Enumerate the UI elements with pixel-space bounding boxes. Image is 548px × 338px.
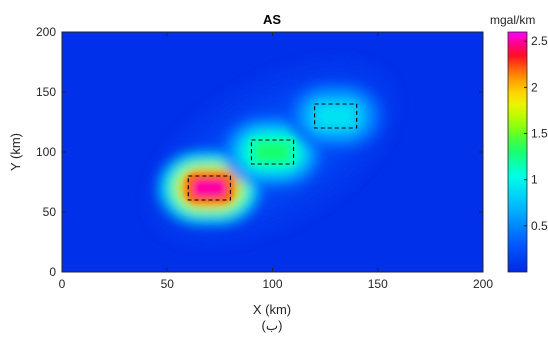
colorbar-label: mgal/km [490,13,535,27]
anomaly-outline-1 [187,175,231,201]
colorbar-tick-label: 2.5 [531,34,548,48]
anomaly-core-2 [249,138,296,166]
y-tick-label: 200 [36,25,56,39]
colorbar-bar [507,31,528,273]
x-tick-label: 50 [161,277,175,291]
anomaly-outline-3 [314,103,358,129]
x-tick-label: 200 [473,277,493,291]
anomaly-core-3 [312,102,359,130]
chart-title: AS [263,12,281,27]
x-tick-label: 0 [59,277,66,291]
y-axis-ticks: 0 50 100 150 200 [36,25,483,279]
anomaly-core-1 [186,174,233,202]
colorbar-ticks: 0.5 1 1.5 2 2.5 [524,34,548,233]
anomaly-cores [186,102,359,202]
chart-subtitle: (ب) [262,318,283,333]
y-axis-label: Y (km) [8,133,23,171]
anomaly-core-peak [256,143,289,161]
colorbar: 0.5 1 1.5 2 2.5 mgal/km [490,13,548,273]
colorbar-tick-label: 1.5 [531,127,548,141]
y-tick-label: 50 [43,205,57,219]
colorbar-tick-label: 0.5 [531,219,548,233]
anomaly-core-peak [319,107,352,125]
anomaly-core-peak [193,179,226,197]
colorbar-tick-label: 1 [531,173,538,187]
x-axis-label: X (km) [253,302,291,317]
y-tick-label: 100 [36,145,56,159]
anomaly-outline-2 [250,139,295,165]
x-tick-label: 100 [262,277,282,291]
heatmap-plot-area [62,32,483,272]
colorbar-tick-label: 2 [531,80,538,94]
x-tick-label: 150 [368,277,388,291]
x-axis-ticks: 0 50 100 150 200 [59,32,493,291]
y-tick-label: 150 [36,85,56,99]
y-tick-label: 0 [49,265,56,279]
anomaly-outlines [187,103,358,201]
